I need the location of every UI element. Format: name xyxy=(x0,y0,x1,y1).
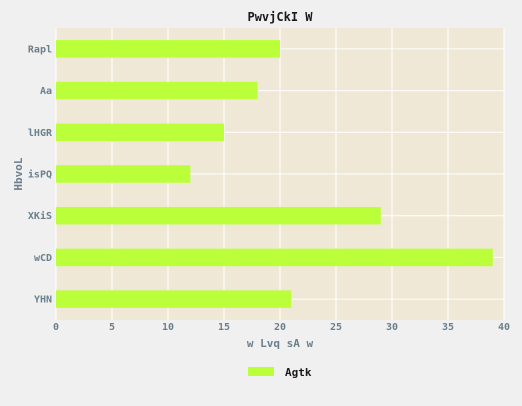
x-axis-label: w Lvq sA w xyxy=(247,337,314,350)
bar-YHN xyxy=(56,290,292,308)
x-tick-label: 25 xyxy=(330,322,342,333)
y-tick-labels: YHN wCD XKiS isPQ lHGR Aa Rapl xyxy=(28,44,53,305)
x-tick-label: 40 xyxy=(498,322,510,333)
x-tick-labels: 0 5 10 15 20 25 30 35 40 xyxy=(53,322,510,333)
bar-isPQ xyxy=(56,165,191,183)
legend-label: Agtk xyxy=(285,366,312,379)
x-tick-label: 15 xyxy=(218,322,230,333)
chart-title: PwvjCkI W xyxy=(247,10,313,24)
x-tick-label: 10 xyxy=(162,322,174,333)
bar-lHGR xyxy=(56,123,224,142)
y-tick-label: isPQ xyxy=(28,169,52,181)
x-tick-label: 30 xyxy=(386,322,398,333)
legend-swatch xyxy=(248,367,274,376)
y-tick-label: YHN xyxy=(34,295,52,306)
y-tick-label: lHGR xyxy=(28,128,53,139)
bar-Aa xyxy=(56,81,258,100)
y-tick-label: Rapl xyxy=(28,44,52,55)
bar-wCD xyxy=(56,248,493,267)
x-tick-label: 35 xyxy=(442,322,454,333)
bar-XKiS xyxy=(56,206,381,225)
x-tick-label: 20 xyxy=(274,322,286,333)
y-axis-label: HbvoL xyxy=(12,157,25,190)
y-tick-label: wCD xyxy=(34,253,52,264)
x-tick-label: 0 xyxy=(53,322,59,333)
bars xyxy=(56,40,493,308)
bar-Rapl xyxy=(56,40,280,58)
y-tick-label: Aa xyxy=(40,86,52,97)
y-tick-label: XKiS xyxy=(28,210,52,222)
x-tick-label: 5 xyxy=(109,322,115,333)
legend: Agtk xyxy=(248,366,312,379)
